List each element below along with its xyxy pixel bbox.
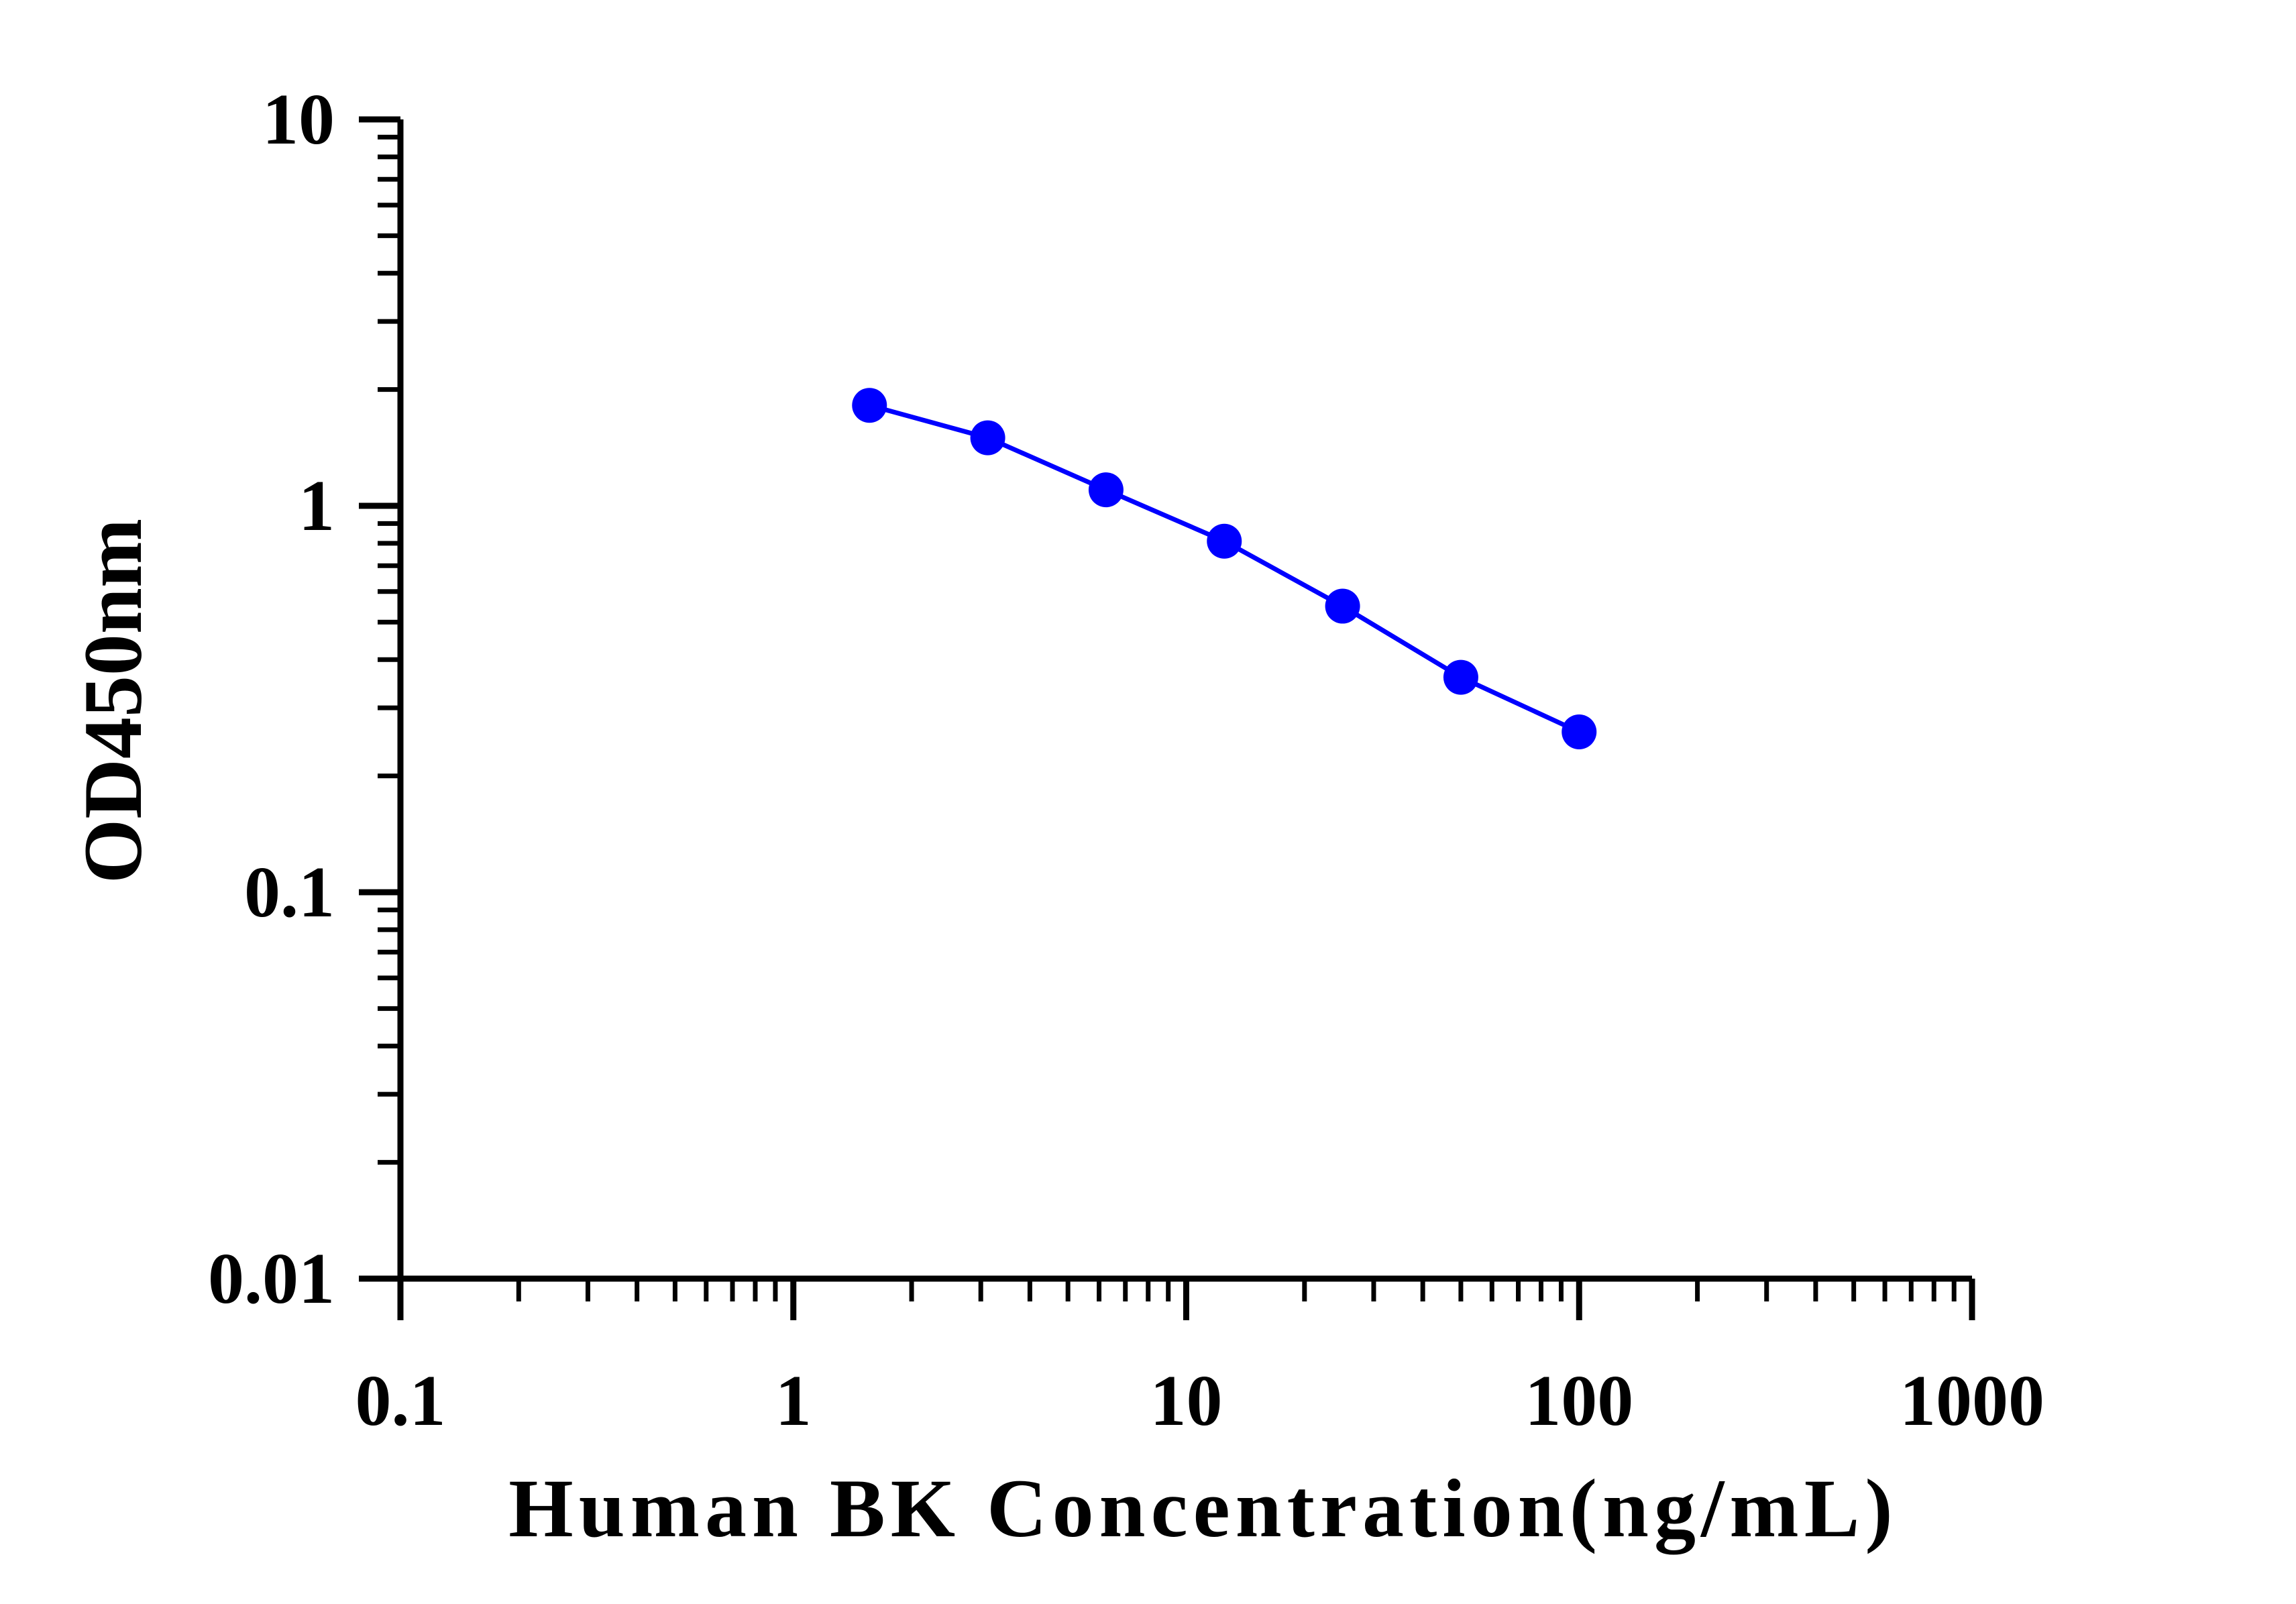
major-ticks [359,116,1975,1320]
data-point [1325,588,1360,624]
y-axis-label: OD450nm [67,519,159,884]
data-point [852,388,887,423]
series [852,388,1597,749]
x-tick-label: 100 [1525,1361,1633,1441]
y-tick-label: 0.01 [208,1239,335,1319]
x-tick-label: 1000 [1900,1361,2044,1441]
tick-labels: 0.1 1 10 100 1000 0.01 0.1 1 10 [208,80,2044,1441]
data-point [970,420,1005,456]
x-tick-label: 1 [775,1361,812,1441]
y-tick-label: 0.1 [244,853,335,932]
minor-ticks [378,134,1957,1301]
data-point [1443,659,1478,695]
data-point [1562,714,1597,749]
y-tick-label: 10 [262,80,335,160]
y-tick-label: 1 [298,466,335,546]
axes [397,119,1972,1282]
data-point [1207,523,1242,559]
x-axis-label: Human BK Concentration(ng/mL) [508,1462,1898,1555]
x-tick-label: 10 [1150,1361,1223,1441]
data-point [1088,472,1124,508]
x-tick-label: 0.1 [356,1361,446,1441]
